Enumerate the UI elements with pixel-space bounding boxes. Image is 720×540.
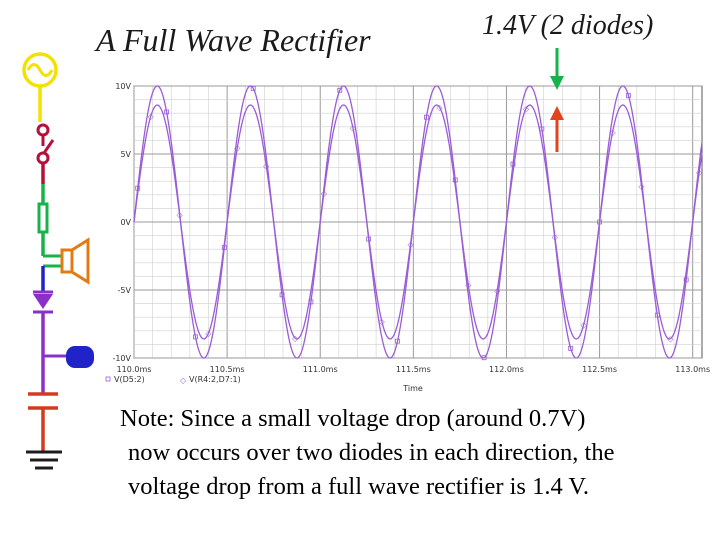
- series-2-marker: ◇: [350, 123, 357, 132]
- legend-marker-square: [105, 376, 111, 382]
- note-line: Note: Since a small voltage drop (around…: [120, 405, 586, 432]
- ground-icon: [26, 450, 62, 470]
- legend-entry: V(D5:2): [114, 375, 145, 384]
- explanation-note: Note: Since a small voltage drop (around…: [120, 402, 710, 504]
- series-2-marker: ◇: [263, 162, 270, 171]
- diode-icon: [33, 266, 53, 356]
- x-tick-label: 112.0ms: [489, 365, 524, 374]
- fuse-icon: [37, 184, 49, 256]
- series-2-marker: ◇: [407, 240, 414, 249]
- series-1-marker: [337, 87, 343, 93]
- y-tick-label: 10V: [115, 82, 131, 91]
- capacitor-icon: [28, 356, 58, 452]
- series-2-marker: ◇: [234, 143, 241, 152]
- series-2-marker: ◇: [638, 182, 645, 191]
- battery-icon: [43, 346, 94, 368]
- x-tick-label: 112.5ms: [582, 365, 617, 374]
- series-1-marker: [193, 334, 198, 340]
- note-line: voltage drop from a full wave rectifier …: [128, 473, 590, 500]
- circuit-symbols: [22, 52, 94, 470]
- series-1-marker: [164, 109, 169, 115]
- series-line-2: [133, 104, 703, 340]
- red-arrow-icon: [550, 106, 564, 152]
- series-2-marker: ◇: [465, 281, 472, 290]
- ac-source-icon: [22, 52, 58, 122]
- note-line: now occurs over two diodes in each direc…: [128, 439, 615, 466]
- series-2-marker: ◇: [610, 128, 617, 137]
- y-tick-label: -10V: [112, 354, 131, 363]
- y-tick-label: 0V: [120, 218, 131, 227]
- series-2-marker: ◇: [696, 168, 703, 177]
- legend-entry: V(R4:2,D7:1): [189, 375, 241, 384]
- series-2-marker: ◇: [148, 112, 155, 121]
- series-2-marker: ◇: [494, 287, 501, 296]
- voltage-arrows: [550, 48, 564, 152]
- series-2-marker: ◇: [552, 233, 559, 242]
- series-1-marker: [395, 338, 400, 344]
- series-2-marker: ◇: [581, 320, 588, 329]
- series-1-marker: [423, 114, 429, 120]
- series-2-marker: ◇: [523, 105, 530, 114]
- series-2-marker: ◇: [379, 317, 386, 326]
- switch-icon: [36, 123, 55, 184]
- y-tick-label: 5V: [120, 150, 131, 159]
- series-1-marker: [568, 346, 574, 351]
- x-tick-label: 111.0ms: [303, 365, 338, 374]
- series-1-marker: [481, 355, 487, 361]
- green-arrow-icon: [550, 48, 564, 90]
- series-2-marker: ◇: [177, 211, 184, 220]
- x-axis-label: Time: [402, 384, 423, 393]
- x-tick-label: 111.5ms: [396, 365, 431, 374]
- y-tick-label: -5V: [118, 286, 132, 295]
- slide-title: A Full Wave Rectifier: [96, 22, 371, 58]
- speaker-icon: [43, 237, 90, 285]
- series-1-marker: [510, 161, 516, 167]
- x-tick-label: 113.0ms: [675, 365, 710, 374]
- series-2-marker: ◇: [292, 334, 299, 343]
- x-tick-label: 110.5ms: [210, 365, 245, 374]
- series-2-marker: ◇: [667, 335, 674, 344]
- series-1-marker: [626, 93, 631, 98]
- waveform-chart: ◇ ◇ ◇ ◇ ◇ ◇ ◇ ◇ ◇ ◇ ◇ ◇ ◇ ◇ ◇ ◇ ◇ ◇ ◇ ◇ 110.0ms 110.5ms 111.0…: [105, 82, 710, 393]
- series-2-marker: ◇: [205, 329, 212, 338]
- voltage-drop-annotation: 1.4V (2 diodes): [482, 10, 654, 41]
- series-1-marker: [250, 86, 256, 91]
- x-tick-label: 110.0ms: [117, 365, 152, 374]
- series-2-marker: ◇: [321, 189, 328, 198]
- series-1-marker: [683, 277, 689, 283]
- series-2-marker: ◇: [436, 103, 443, 112]
- legend-marker-diamond: ◇: [180, 376, 187, 385]
